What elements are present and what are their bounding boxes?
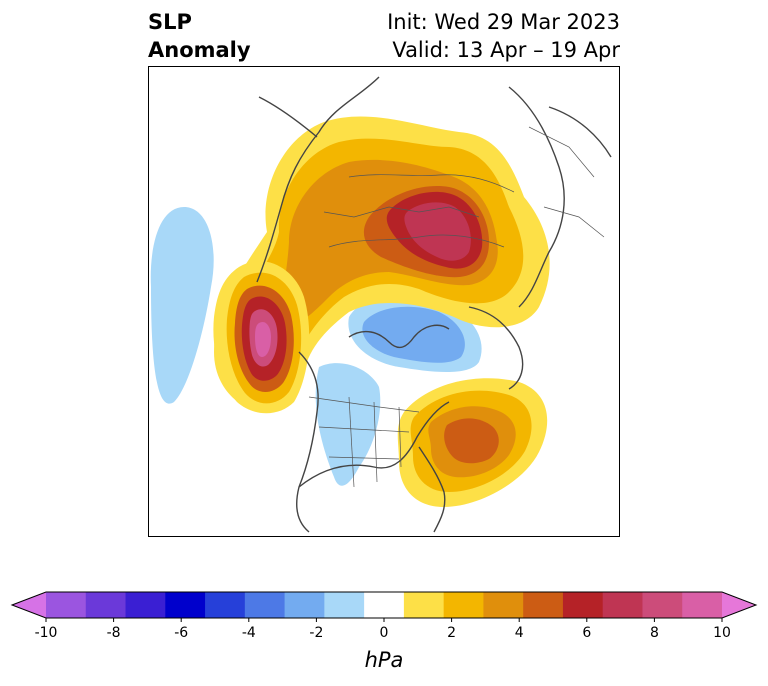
colorbar-tick-label: -2 (309, 625, 323, 641)
colorbar-bin (523, 592, 564, 618)
colorbar-bin (562, 592, 604, 618)
colorbar-units: hPa (364, 648, 404, 672)
colorbar-bin (403, 592, 445, 618)
colorbar-tick-label: 6 (582, 625, 591, 641)
colorbar-tick-label: 10 (713, 625, 731, 641)
positive-anomaly-atlantic-4 (444, 418, 499, 464)
colorbar-tick-label: -8 (107, 625, 121, 641)
colorbar-tick-label: 4 (515, 625, 524, 641)
colorbar-bin (602, 592, 643, 618)
colorbar-tick-label: 0 (380, 625, 389, 641)
positive-anomaly-arctic-6 (404, 202, 471, 261)
colorbar-bin (165, 592, 206, 618)
negative-anomaly-namerica (315, 363, 381, 486)
title-variable-line2: Anomaly (148, 38, 251, 62)
map-panel (148, 66, 620, 537)
colorbar-bin (324, 592, 365, 618)
map-title: SLP Anomaly (148, 8, 251, 64)
colorbar-bin (244, 592, 286, 618)
colorbar-tick-label: -10 (35, 625, 58, 641)
colorbar-svg: -10 -8 -6 -4 -2 0 2 4 6 8 10 (10, 591, 758, 641)
colorbar-extend-high (722, 592, 756, 618)
colorbar-tick-label: -6 (174, 625, 188, 641)
colorbar-bin (364, 592, 405, 618)
colorbar-bin (443, 592, 484, 618)
colorbar-bin (483, 592, 524, 618)
anomaly-map (150, 76, 612, 533)
colorbar-tick-label: -4 (242, 625, 256, 641)
colorbar-bin (85, 592, 127, 618)
valid-range: Valid: 13 Apr – 19 Apr (392, 38, 620, 62)
colorbar: -10 -8 -6 -4 -2 0 2 4 6 8 10 (0, 585, 768, 685)
colorbar-bin (46, 592, 87, 618)
coastlines (256, 76, 612, 533)
colorbar-bin (125, 592, 166, 618)
colorbar-extend-low (12, 592, 46, 618)
colorbar-bin (682, 592, 723, 618)
colorbar-bin (284, 592, 325, 618)
init-date: Init: Wed 29 Mar 2023 (387, 10, 620, 34)
negative-anomaly-arctic-inner (362, 306, 465, 363)
colorbar-tick-label: 2 (447, 625, 456, 641)
negative-anomaly-pacific (150, 207, 214, 404)
colorbar-bin (642, 592, 683, 618)
colorbar-bin (205, 592, 246, 618)
political-borders (308, 126, 605, 488)
colorbar-tick-label: 8 (650, 625, 659, 641)
title-variable-line1: SLP (148, 10, 192, 34)
map-dates: Init: Wed 29 Mar 2023 Valid: 13 Apr – 19… (387, 8, 620, 64)
positive-anomaly-alaska-6 (255, 321, 271, 357)
